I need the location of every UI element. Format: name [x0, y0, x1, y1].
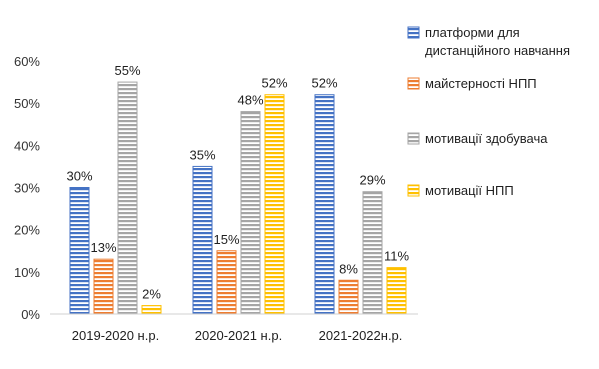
- legend-label: мотивації здобувача: [425, 131, 548, 146]
- data-label: 15%: [213, 232, 239, 247]
- legend-swatch: [407, 184, 420, 197]
- y-tick-label: 40%: [14, 138, 40, 153]
- data-label: 30%: [66, 169, 92, 184]
- data-label: 55%: [114, 63, 140, 78]
- y-tick-label: 10%: [14, 265, 40, 280]
- x-category-label: 2021-2022н.р.: [319, 328, 403, 343]
- data-label: 48%: [237, 93, 263, 108]
- x-category-label: 2019-2020 н.р.: [72, 328, 159, 343]
- y-tick-label: 20%: [14, 223, 40, 238]
- bar: [386, 267, 407, 315]
- legend-swatch: [407, 77, 420, 90]
- bar: [264, 94, 285, 315]
- y-tick-label: 0%: [21, 307, 40, 322]
- bar: [117, 81, 138, 315]
- data-label: 29%: [359, 173, 385, 188]
- bar: [216, 250, 237, 315]
- legend-label: мотивації НПП: [425, 183, 514, 198]
- data-label: 52%: [311, 76, 337, 91]
- legend-swatch: [407, 26, 420, 39]
- data-label: 13%: [90, 240, 116, 255]
- data-labels-group: 30% 13% 55% 2% 35% 15% 48% 52% 52% 8% 29% 11%: [66, 63, 409, 301]
- bars-group: [69, 81, 407, 315]
- x-category-label: 2020-2021 н.р.: [195, 328, 282, 343]
- y-axis: 0% 10% 20% 30% 40% 50% 60%: [14, 54, 40, 322]
- data-label: 52%: [261, 76, 287, 91]
- data-label: 2%: [142, 287, 161, 302]
- y-tick-label: 60%: [14, 54, 40, 69]
- bar: [314, 94, 335, 315]
- bar: [141, 305, 162, 315]
- legend-swatch: [407, 132, 420, 145]
- x-axis: 2019-2020 н.р. 2020-2021 н.р. 2021-2022н.р…: [50, 313, 418, 343]
- legend-label: платформи для дистанційного навчання: [425, 25, 570, 58]
- bar: [240, 111, 261, 315]
- bar: [362, 191, 383, 315]
- legend: платформи для дистанційного навчання майст…: [407, 25, 570, 198]
- y-tick-label: 50%: [14, 96, 40, 111]
- bar: [69, 187, 90, 315]
- bar: [338, 279, 359, 315]
- y-tick-label: 30%: [14, 181, 40, 196]
- legend-label: майстерності НПП: [425, 76, 537, 91]
- data-label: 11%: [384, 249, 409, 264]
- data-label: 35%: [189, 147, 215, 162]
- data-label: 8%: [339, 261, 358, 276]
- bar: [93, 258, 114, 315]
- bar: [192, 165, 213, 315]
